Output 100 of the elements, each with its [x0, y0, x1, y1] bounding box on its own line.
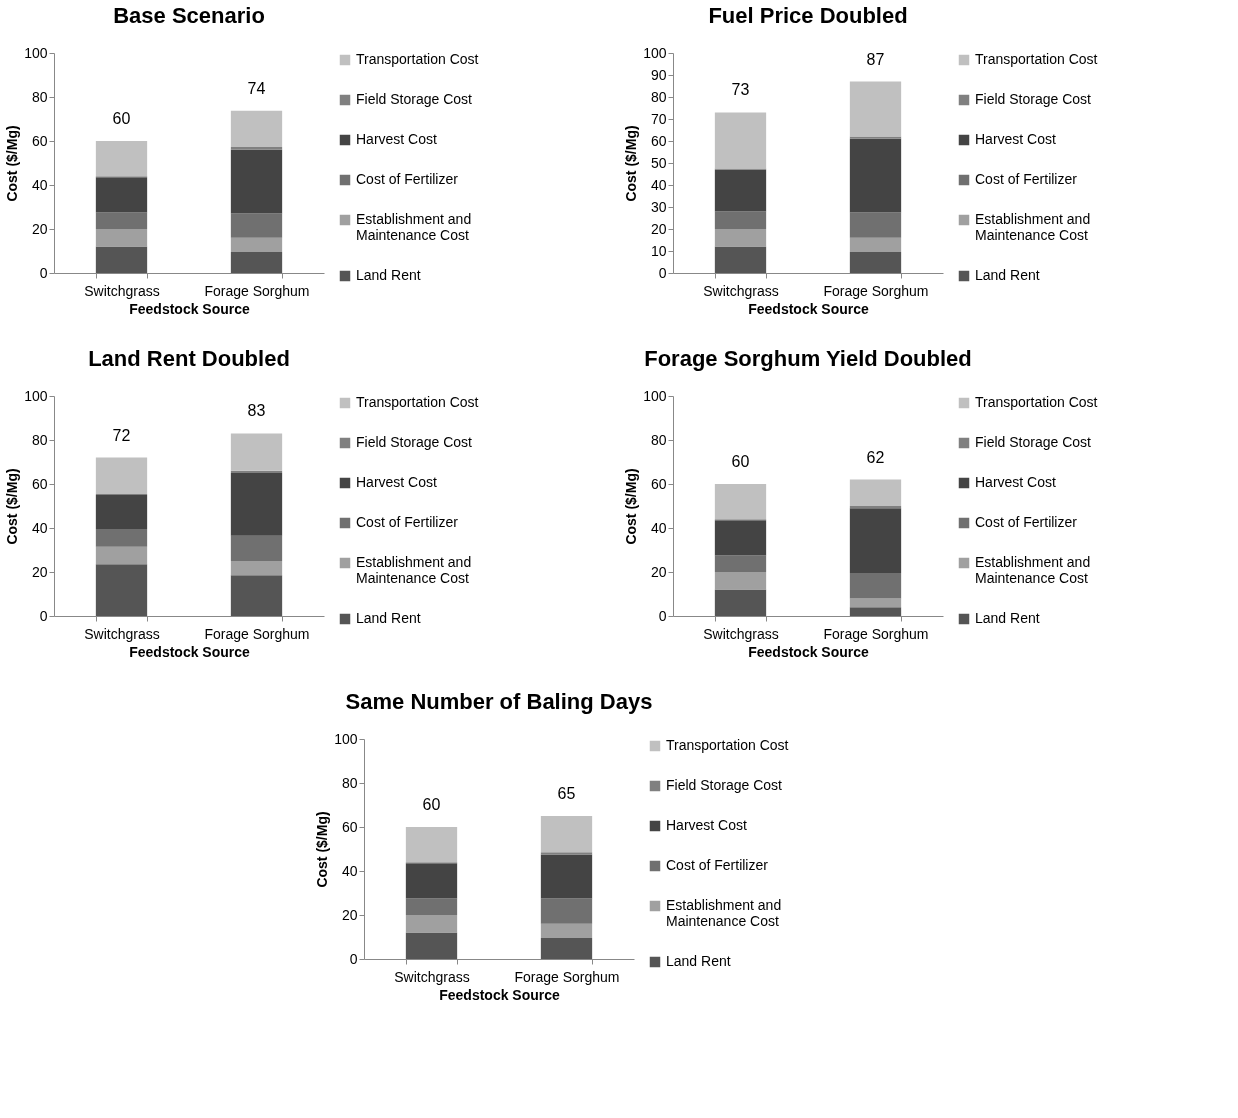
y-tick-label: 20 — [650, 563, 667, 580]
chart-title: Base Scenario — [113, 3, 265, 28]
y-axis-title: Cost ($/Mg) — [4, 125, 21, 202]
x-axis-title: Feedstock Source — [748, 300, 870, 317]
total-label: 72 — [112, 426, 131, 444]
y-axis-title: Cost ($/Mg) — [313, 811, 330, 888]
y-tick-label: 100 — [333, 730, 358, 747]
legend-label: Field Storage Cost — [975, 91, 1092, 107]
y-tick-label: 20 — [341, 906, 358, 923]
legend-label: Establishment and Maintenance Cost — [665, 897, 781, 929]
x-tick-label: Switchgrass — [703, 282, 779, 299]
x-tick-label: Forage Sorghum — [204, 625, 310, 642]
total-label: 74 — [247, 79, 266, 97]
legend-label: Establishment and Maintenance Cost — [356, 554, 472, 586]
legend-label: Field Storage Cost — [356, 434, 473, 450]
x-tick-label: Forage Sorghum — [823, 282, 929, 299]
chart-title: Forage Sorghum Yield Doubled — [644, 346, 972, 371]
y-tick-label: 10 — [650, 242, 667, 259]
y-tick-label: 50 — [650, 154, 667, 171]
y-tick-label: 40 — [341, 862, 358, 879]
y-axis-title: Cost ($/Mg) — [623, 468, 640, 545]
total-label: 60 — [422, 796, 440, 813]
y-tick-label: 60 — [31, 475, 48, 492]
legend-label: Transportation Cost — [356, 51, 479, 67]
y-tick-label: 0 — [349, 950, 358, 967]
total-label: 60 — [731, 453, 750, 470]
legend-label: Land Rent — [665, 953, 731, 969]
y-tick-label: 0 — [39, 264, 48, 281]
x-tick-label: Switchgrass — [84, 625, 160, 642]
y-tick-label: 60 — [31, 132, 48, 149]
legend-label: Land Rent — [356, 267, 421, 283]
total-label: 83 — [247, 402, 266, 420]
y-tick-label: 100 — [24, 387, 48, 404]
legend-label: Transportation Cost — [356, 394, 479, 410]
y-axis-title: Cost ($/Mg) — [623, 125, 640, 202]
x-tick-label: Forage Sorghum — [204, 282, 310, 299]
legend-label: Transportation Cost — [665, 737, 789, 753]
y-tick-label: 80 — [31, 431, 48, 448]
y-tick-label: 0 — [658, 607, 667, 624]
total-label: 87 — [866, 50, 885, 68]
y-axis-title: Cost ($/Mg) — [4, 468, 21, 545]
legend-label: Field Storage Cost — [975, 434, 1092, 450]
y-tick-label: 90 — [650, 66, 667, 83]
y-tick-label: 80 — [341, 774, 358, 791]
chart-title: Fuel Price Doubled — [708, 3, 908, 28]
x-tick-label: Forage Sorghum — [823, 625, 929, 642]
x-tick-label: Switchgrass — [703, 625, 779, 642]
legend-label: Cost of Fertilizer — [975, 514, 1078, 530]
y-tick-label: 20 — [650, 220, 667, 237]
y-tick-label: 70 — [650, 110, 667, 127]
x-tick-label: Switchgrass — [393, 968, 470, 985]
legend-label: Land Rent — [356, 610, 421, 626]
x-tick-label: Switchgrass — [84, 282, 160, 299]
legend-label: Field Storage Cost — [356, 91, 473, 107]
y-tick-label: 80 — [650, 88, 667, 105]
legend-label: Cost of Fertilizer — [356, 171, 459, 187]
x-tick-label: Forage Sorghum — [513, 968, 620, 985]
legend-label: Land Rent — [975, 610, 1040, 626]
legend-label: Harvest Cost — [975, 131, 1057, 147]
legend-label: Land Rent — [975, 267, 1040, 283]
total-label: 60 — [112, 110, 131, 127]
y-tick-label: 40 — [650, 519, 667, 536]
legend-label: Harvest Cost — [665, 817, 747, 833]
legend-label: Establishment and Maintenance Cost — [975, 554, 1091, 586]
legend-label: Transportation Cost — [975, 394, 1098, 410]
legend-label: Establishment and Maintenance Cost — [356, 211, 472, 243]
legend-label: Cost of Fertilizer — [975, 171, 1078, 187]
legend-label: Establishment and Maintenance Cost — [975, 211, 1091, 243]
y-tick-label: 80 — [650, 431, 667, 448]
y-tick-label: 30 — [650, 198, 667, 215]
y-tick-label: 20 — [31, 563, 48, 580]
legend-label: Transportation Cost — [975, 51, 1098, 67]
legend-label: Cost of Fertilizer — [665, 857, 768, 873]
y-tick-label: 0 — [39, 607, 48, 624]
legend-label: Field Storage Cost — [665, 777, 782, 793]
legend-label: Harvest Cost — [356, 131, 438, 147]
y-tick-label: 60 — [650, 132, 667, 149]
total-label: 62 — [866, 448, 885, 466]
x-axis-title: Feedstock Source — [438, 986, 560, 1003]
y-tick-label: 80 — [31, 88, 48, 105]
y-tick-label: 100 — [643, 387, 667, 404]
y-tick-label: 100 — [24, 44, 48, 61]
x-axis-title: Feedstock Source — [129, 643, 251, 660]
y-tick-label: 40 — [31, 176, 48, 193]
chart-title: Land Rent Doubled — [88, 346, 290, 371]
y-tick-label: 40 — [650, 176, 667, 193]
total-label: 73 — [731, 81, 750, 99]
total-label: 65 — [557, 785, 575, 802]
y-tick-label: 20 — [31, 220, 48, 237]
y-tick-label: 60 — [650, 475, 667, 492]
x-axis-title: Feedstock Source — [129, 300, 251, 317]
x-axis-title: Feedstock Source — [748, 643, 870, 660]
legend-label: Cost of Fertilizer — [356, 514, 459, 530]
legend-label: Harvest Cost — [975, 474, 1057, 490]
y-tick-label: 0 — [658, 264, 667, 281]
y-tick-label: 60 — [341, 818, 358, 835]
y-tick-label: 40 — [31, 519, 48, 536]
chart-title: Same Number of Baling Days — [345, 689, 652, 714]
y-tick-label: 100 — [643, 44, 667, 61]
legend-label: Harvest Cost — [356, 474, 438, 490]
